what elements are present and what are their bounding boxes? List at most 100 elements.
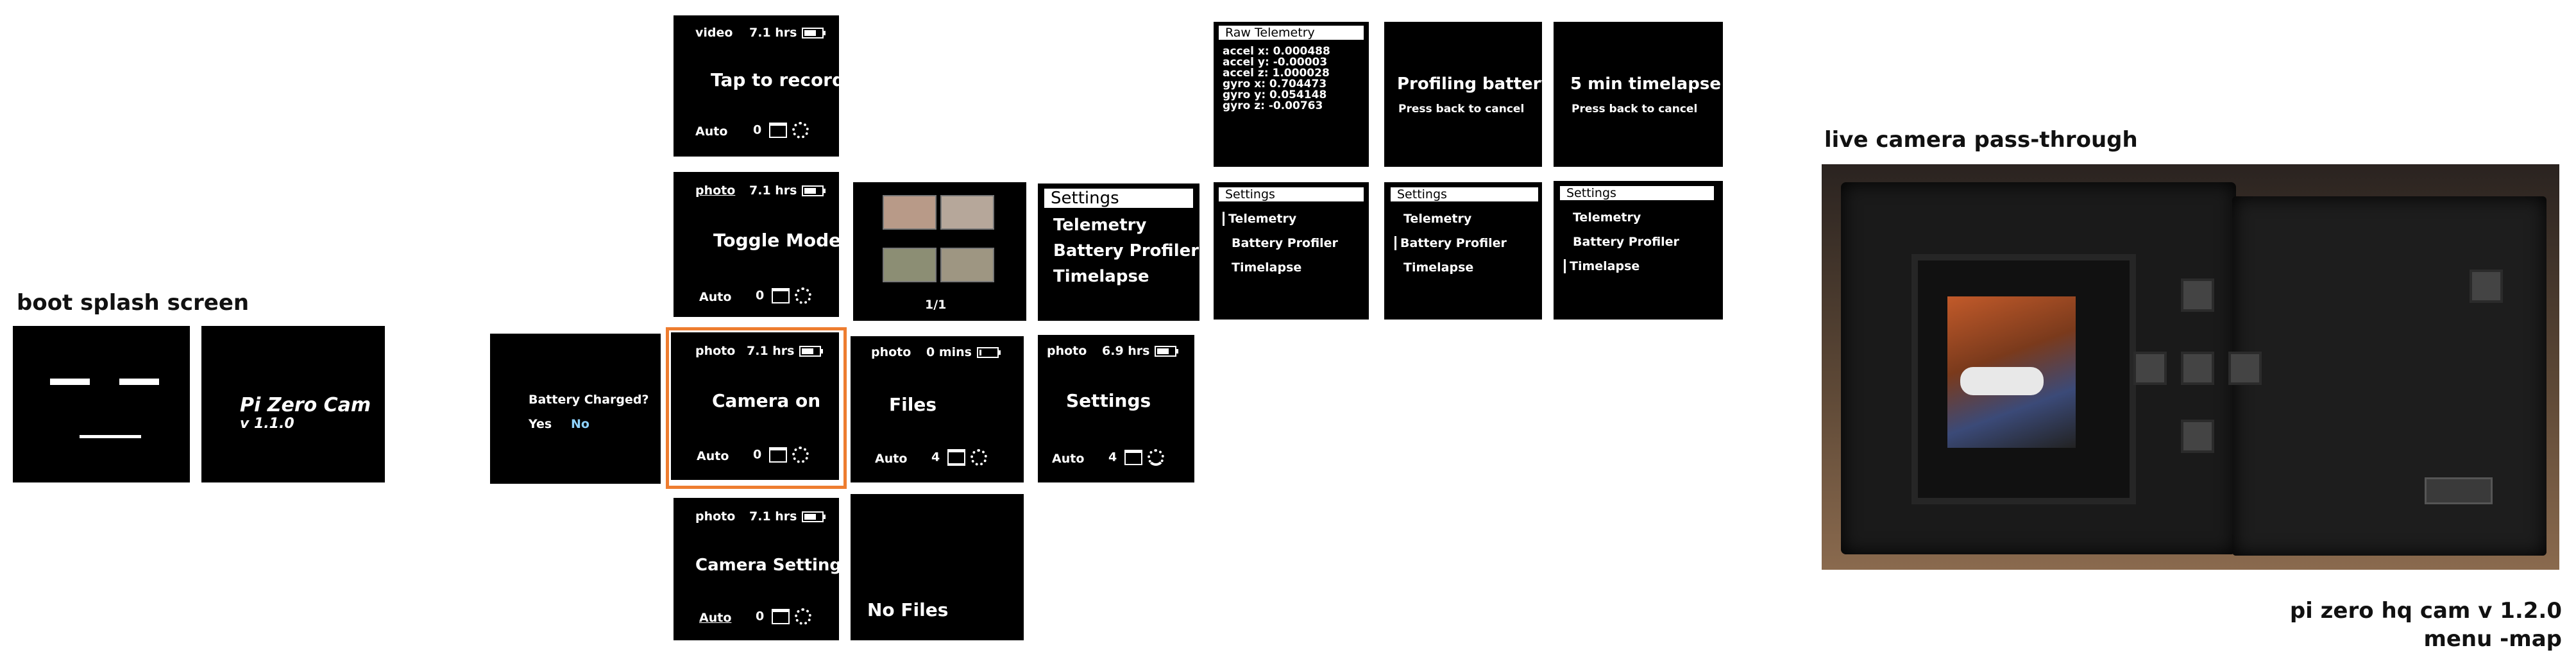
timelapse-hint: Press back to cancel	[1572, 103, 1698, 115]
auto-label: Auto	[699, 290, 732, 304]
profiling-title: Profiling battery	[1397, 74, 1542, 94]
splash-title: Pi Zero Cam	[240, 394, 371, 416]
face-mouth	[80, 435, 141, 438]
battery-prompt-screen: Battery Charged? Yes No	[490, 334, 661, 484]
menu-header: Settings	[1560, 186, 1714, 200]
auto-label: Auto	[699, 611, 732, 625]
center-label: Settings	[1066, 390, 1151, 411]
button-center	[2181, 352, 2214, 385]
photo-count: 0	[756, 288, 765, 303]
battery-prompt-question: Battery Charged?	[529, 393, 649, 407]
files-screen: photo 0 mins Files Auto 4	[851, 336, 1024, 482]
menu-item-timelapse[interactable]: Timelapse	[1403, 260, 1474, 275]
status-icons: 4	[931, 449, 988, 466]
status-icons: 4	[1108, 449, 1165, 466]
telemetry-line-1: accel x: 0.000488	[1223, 45, 1330, 58]
splash-title-screen: Pi Zero Cam v 1.1.0	[201, 326, 385, 482]
auto-label: Auto	[1052, 452, 1085, 466]
photo-count: 0	[756, 609, 765, 624]
thumbnail-4[interactable]	[940, 248, 994, 282]
menu-item-telemetry[interactable]: Telemetry	[1053, 216, 1147, 235]
gallery-screen: 1/1	[853, 182, 1026, 321]
battery-icon	[802, 28, 826, 38]
status-icons: 0	[756, 608, 812, 625]
settings-menu-screen: Settings Telemetry Battery Profiler Time…	[1038, 183, 1199, 321]
splash-face-screen	[13, 326, 190, 482]
thumbnail-1[interactable]	[883, 195, 936, 230]
button-extra	[2470, 269, 2503, 303]
status-icons: 0	[756, 287, 812, 304]
status-icons: 0	[753, 447, 809, 463]
telemetry-line-4: gyro x: 0.704473	[1223, 78, 1327, 90]
folder-icon	[772, 609, 790, 624]
center-label: No Files	[867, 599, 949, 620]
menu-item-battery-profiler[interactable]: Battery Profiler	[1232, 236, 1338, 250]
button-down	[2181, 420, 2214, 453]
menu-header: Settings	[1391, 187, 1538, 201]
thumbnail-3[interactable]	[883, 248, 936, 282]
menu-item-battery-profiler[interactable]: Battery Profiler	[1053, 241, 1199, 260]
menu-item-battery-profiler[interactable]: Battery Profiler	[1394, 236, 1507, 250]
battery-icon	[802, 511, 826, 522]
telemetry-line-2: accel y: -0.00003	[1223, 56, 1328, 69]
no-files-screen: No Files	[851, 494, 1024, 640]
telemetry-screen: Raw Telemetry accel x: 0.000488 accel y:…	[1214, 22, 1369, 167]
menu-item-timelapse[interactable]: Timelapse	[1564, 259, 1640, 273]
time-remaining: 7.1 hrs	[747, 344, 824, 358]
mode-label: photo	[695, 509, 736, 524]
folder-icon	[772, 288, 790, 303]
settings-select-telemetry-screen: Settings Telemetry Battery Profiler Time…	[1214, 182, 1369, 320]
time-remaining: 7.1 hrs	[749, 509, 826, 524]
photo-count: 0	[753, 123, 762, 137]
battery-prompt-yes[interactable]: Yes	[529, 417, 552, 431]
menu-item-telemetry[interactable]: Telemetry	[1573, 210, 1641, 225]
auto-label: Auto	[695, 124, 728, 139]
menu-item-telemetry[interactable]: Telemetry	[1223, 212, 1296, 226]
button-right	[2228, 352, 2262, 385]
camera-photo	[1822, 164, 2559, 570]
battery-icon	[1155, 346, 1179, 357]
face-right-eye	[119, 379, 159, 385]
live-camera-caption: live camera pass-through	[1824, 127, 2138, 153]
time-text: 7.1 hrs	[747, 344, 795, 358]
center-label: Camera on	[712, 390, 821, 411]
time-remaining: 0 mins	[926, 345, 1001, 359]
telemetry-header: Raw Telemetry	[1219, 26, 1364, 40]
photo-count: 4	[1108, 450, 1117, 465]
photo-count: 0	[753, 447, 762, 462]
auto-label: Auto	[697, 449, 729, 463]
battery-icon	[799, 346, 824, 357]
face-left-eye	[50, 379, 90, 385]
current-screen-highlight	[666, 327, 847, 489]
time-text: 6.9 hrs	[1102, 344, 1150, 358]
menu-item-telemetry[interactable]: Telemetry	[1403, 212, 1472, 226]
settings-select-battery-screen: Settings Telemetry Battery Profiler Time…	[1384, 182, 1542, 320]
profiling-screen: Profiling battery Press back to cancel	[1384, 22, 1542, 167]
mode-label: photo	[695, 183, 736, 198]
battery-icon	[976, 347, 1001, 358]
telemetry-line-5: gyro y: 0.054148	[1223, 89, 1327, 101]
gear-icon	[792, 122, 809, 139]
center-label: Tap to record	[711, 69, 839, 90]
splash-version: v 1.1.0	[240, 416, 294, 432]
settings-select-timelapse-screen: Settings Telemetry Battery Profiler Time…	[1554, 181, 1723, 320]
gallery-page: 1/1	[925, 298, 947, 312]
gear-icon	[970, 449, 988, 466]
folder-icon	[947, 449, 966, 466]
button-left	[2133, 352, 2167, 385]
menu-header: Settings	[1044, 189, 1193, 208]
camera-body-right	[2232, 196, 2546, 556]
battery-prompt-no[interactable]: No	[571, 417, 589, 431]
time-text: 0 mins	[926, 345, 972, 359]
menu-item-timelapse[interactable]: Timelapse	[1053, 267, 1149, 286]
thumbnail-2[interactable]	[940, 195, 994, 230]
time-text: 7.1 hrs	[749, 183, 797, 198]
timelapse-screen: 5 min timelapse Press back to cancel	[1554, 22, 1723, 167]
telemetry-line-6: gyro z: -0.00763	[1223, 99, 1323, 112]
menu-item-timelapse[interactable]: Timelapse	[1232, 260, 1302, 275]
menu-item-battery-profiler[interactable]: Battery Profiler	[1573, 235, 1679, 249]
time-text: 7.1 hrs	[749, 26, 797, 40]
photo-count: 4	[931, 450, 940, 465]
version-caption: pi zero hq cam v 1.2.0	[2289, 598, 2562, 624]
preview-object	[1960, 367, 2044, 395]
